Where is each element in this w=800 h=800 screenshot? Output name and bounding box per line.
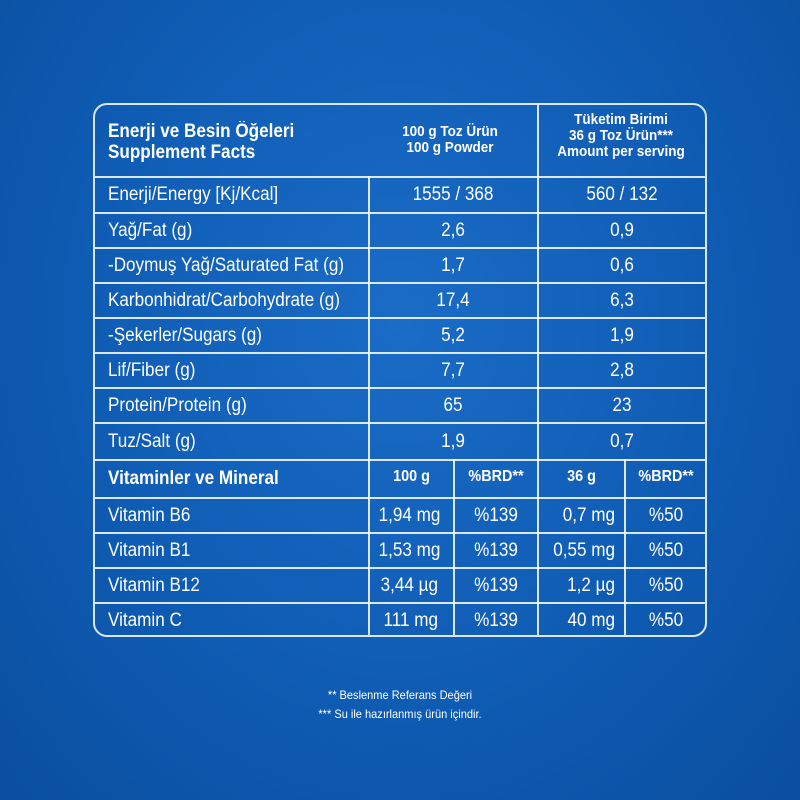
row-divider <box>95 282 705 284</box>
row-divider <box>95 532 705 534</box>
supplement-facts-table <box>93 103 707 637</box>
footnote-brd: ** Beslenme Referans Değeri <box>327 688 473 702</box>
nutrient-per-100g: 5,2 <box>441 324 465 346</box>
nutrient-per-100g: 1,9 <box>441 430 465 452</box>
vitamins-col-36g: 36 g <box>567 468 596 485</box>
column-divider <box>537 459 539 635</box>
vitamin-label: Vitamin B12 <box>108 574 200 596</box>
vitamin-brd-serving: %50 <box>648 539 684 561</box>
row-divider <box>95 459 705 461</box>
nutrient-per-serving: 2,8 <box>610 359 634 381</box>
nutrient-label: Enerji/Energy [Kj/Kcal] <box>108 184 279 205</box>
column-divider <box>368 176 370 459</box>
vitamin-label: Vitamin C <box>108 609 182 631</box>
nutrient-label: -Şekerler/Sugars (g) <box>108 324 262 346</box>
column-divider <box>453 459 455 635</box>
row-divider <box>95 176 705 178</box>
nutrient-per-100g: 7,7 <box>441 359 465 381</box>
column-header-per-serving: Tüketim Birimi 36 g Toz Ürün*** Amount p… <box>548 112 694 160</box>
row-divider <box>95 387 705 389</box>
column-divider <box>624 459 626 635</box>
column-divider <box>537 176 539 459</box>
vitamin-per-serving: 1,2 µg <box>567 574 615 596</box>
vitamin-per-100g: 1,94 mg <box>378 504 441 526</box>
vitamin-label: Vitamin B1 <box>108 539 191 561</box>
vitamins-col-brd-serving: %BRD** <box>638 468 694 485</box>
col2-line1: Tüketim Birimi <box>574 111 668 128</box>
col2-line2: 36 g Toz Ürün*** <box>568 127 674 144</box>
nutrient-label: Protein/Protein (g) <box>108 394 247 416</box>
nutrient-label: Tuz/Salt (g) <box>108 430 196 452</box>
nutrient-per-100g: 2,6 <box>441 219 465 241</box>
col2-line3: Amount per serving <box>557 143 685 160</box>
title-turkish: Enerji ve Besin Öğeleri <box>108 121 295 142</box>
nutrient-per-100g: 17,4 <box>436 289 470 311</box>
nutrient-label: -Doymuş Yağ/Saturated Fat (g) <box>108 254 345 276</box>
vitamin-per-serving: 0,7 mg <box>562 504 615 526</box>
nutrient-per-serving: 560 / 132 <box>586 184 658 205</box>
row-divider <box>95 497 705 499</box>
row-divider <box>95 352 705 354</box>
vitamin-brd-serving: %50 <box>648 504 684 526</box>
col1-line2: 100 g Powder <box>406 139 494 156</box>
nutrient-per-serving: 23 <box>612 394 632 416</box>
row-divider <box>95 212 705 214</box>
nutrient-per-serving: 1,9 <box>610 324 634 346</box>
column-divider <box>537 105 539 176</box>
table-title: Enerji ve Besin Öğeleri Supplement Facts <box>108 121 294 163</box>
vitamin-per-serving: 0,55 mg <box>553 539 615 561</box>
column-divider <box>368 459 370 635</box>
column-header-per-100g: 100 g Toz Ürün 100 g Powder <box>378 124 522 156</box>
row-divider <box>95 247 705 249</box>
nutrient-per-100g: 1,7 <box>441 254 465 276</box>
vitamin-brd-100g: %139 <box>474 609 518 631</box>
nutrient-per-serving: 6,3 <box>610 289 634 311</box>
nutrient-per-serving: 0,7 <box>610 430 634 452</box>
vitamin-per-100g: 3,44 µg <box>380 574 438 596</box>
vitamin-label: Vitamin B6 <box>108 504 191 526</box>
col1-line1: 100 g Toz Ürün <box>402 123 498 140</box>
footnote-serving: *** Su ile hazırlanmış ürün içindir. <box>318 707 482 721</box>
vitamin-per-serving: 40 mg <box>567 609 615 631</box>
vitamins-col-brd-100g: %BRD** <box>468 468 524 485</box>
nutrient-label: Karbonhidrat/Carbohydrate (g) <box>108 289 340 311</box>
vitamin-brd-100g: %139 <box>474 504 518 526</box>
nutrient-label: Yağ/Fat (g) <box>108 219 193 241</box>
row-divider <box>95 317 705 319</box>
vitamin-brd-serving: %50 <box>648 609 684 631</box>
row-divider <box>95 422 705 424</box>
nutrient-per-serving: 0,6 <box>610 254 634 276</box>
row-divider <box>95 567 705 569</box>
nutrient-per-100g: 1555 / 368 <box>412 184 494 205</box>
vitamin-per-100g: 1,53 mg <box>378 539 441 561</box>
nutrient-per-serving: 0,9 <box>610 219 634 241</box>
nutrient-per-100g: 65 <box>443 394 463 416</box>
vitamin-brd-serving: %50 <box>648 574 684 596</box>
vitamin-brd-100g: %139 <box>474 539 518 561</box>
vitamin-per-100g: 111 mg <box>383 609 438 631</box>
row-divider <box>95 602 705 604</box>
vitamins-col-100g: 100 g <box>393 468 430 485</box>
title-english: Supplement Facts <box>108 142 256 163</box>
nutrient-label: Lif/Fiber (g) <box>108 359 196 381</box>
vitamins-section-title: Vitaminler ve Mineral <box>108 468 279 489</box>
vitamin-brd-100g: %139 <box>474 574 518 596</box>
